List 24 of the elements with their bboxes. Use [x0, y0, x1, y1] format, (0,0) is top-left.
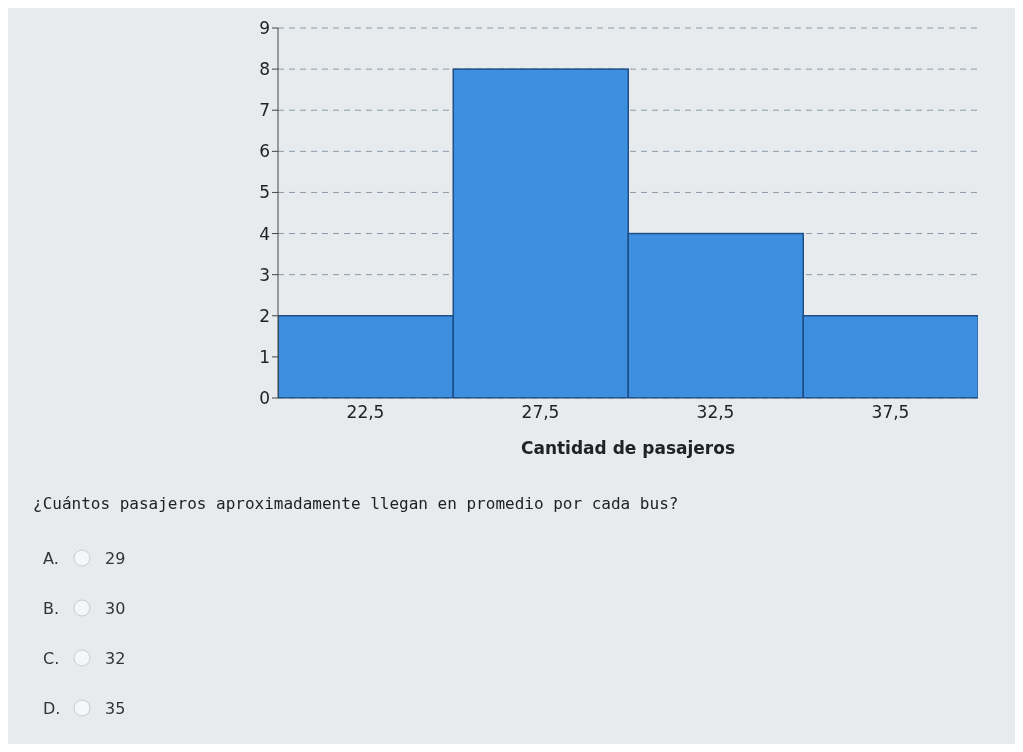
y-tick-label: 4: [259, 223, 270, 244]
text: ¿Cuántos pasajeros aproximadamente llegan en promedio por cada bus?: [33, 494, 680, 513]
text: 30: [105, 598, 126, 618]
y-tick-label: 6: [259, 141, 270, 162]
text: D.: [43, 698, 62, 718]
x-axis-title: Cantidad de pasajeros: [520, 438, 736, 458]
y-tick-label: 2: [259, 305, 270, 326]
y-tick-label: 1: [259, 346, 270, 367]
text: 32: [105, 648, 126, 668]
x-tick-label: 32,5: [696, 402, 735, 423]
text: 35: [105, 698, 126, 718]
x-tick-label: 37,5: [871, 402, 910, 423]
text: B.: [43, 598, 61, 618]
y-tick-label: 5: [259, 182, 270, 203]
y-tick-label: 7: [259, 100, 270, 121]
text: A.: [43, 548, 60, 568]
text: C.: [43, 648, 61, 668]
y-tick-label: 0: [259, 388, 270, 409]
y-tick-label: 8: [259, 59, 270, 80]
text: 29: [105, 548, 126, 568]
y-tick-label: 9: [259, 18, 270, 39]
x-tick-label: 22,5: [346, 402, 385, 423]
x-tick-label: 27,5: [521, 402, 560, 423]
y-tick-label: 3: [259, 264, 270, 285]
